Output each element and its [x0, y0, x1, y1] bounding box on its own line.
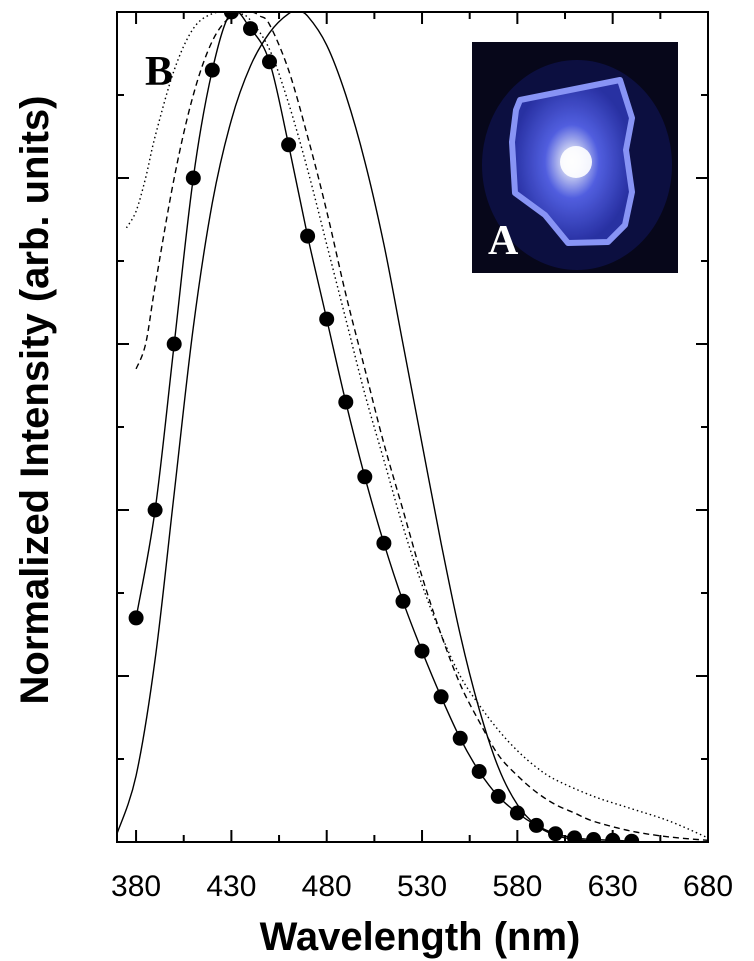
data-point — [452, 730, 468, 746]
panel-label-b: B — [145, 49, 173, 95]
data-point — [223, 12, 239, 20]
data-point — [357, 469, 373, 485]
data-point — [300, 228, 316, 244]
data-point — [204, 62, 220, 78]
data-point — [166, 336, 182, 352]
x-tick-label: 430 — [206, 870, 256, 903]
x-tick-label: 480 — [302, 870, 352, 903]
data-point — [586, 832, 602, 842]
data-point — [605, 832, 621, 842]
x-axis-label: Wavelength (nm) — [260, 915, 581, 959]
data-point — [376, 535, 392, 551]
data-point — [185, 170, 201, 186]
data-point — [147, 502, 163, 518]
data-point — [471, 764, 487, 779]
data-point — [128, 610, 144, 626]
data-point — [490, 788, 506, 804]
panel-label-a: A — [488, 218, 519, 264]
x-tick-label: 630 — [588, 870, 638, 903]
series-line-2-solid — [117, 12, 594, 842]
data-point — [433, 689, 449, 705]
data-point — [548, 826, 563, 842]
x-tick-label: 530 — [397, 870, 447, 903]
data-point — [395, 593, 411, 609]
data-point — [262, 54, 277, 70]
x-tick-label: 380 — [111, 870, 161, 903]
data-point — [281, 137, 297, 153]
data-point — [243, 21, 258, 37]
data-point — [414, 643, 430, 659]
x-tick-label: 580 — [492, 870, 542, 903]
inset-photo: A — [472, 42, 678, 273]
data-point — [567, 830, 582, 842]
series-line-3-dashed — [135, 12, 708, 841]
data-point — [509, 805, 525, 821]
x-tick-label: 680 — [683, 870, 733, 903]
data-point — [624, 833, 640, 842]
data-point — [338, 394, 354, 410]
data-point — [319, 311, 335, 327]
series-layer — [117, 12, 708, 842]
series-line-4-dotted — [125, 12, 708, 839]
y-axis-label: Normalized Intensity (arb. units) — [13, 96, 57, 705]
x-tick-labels: 380 430 480 530 580 630 680 — [111, 870, 733, 903]
